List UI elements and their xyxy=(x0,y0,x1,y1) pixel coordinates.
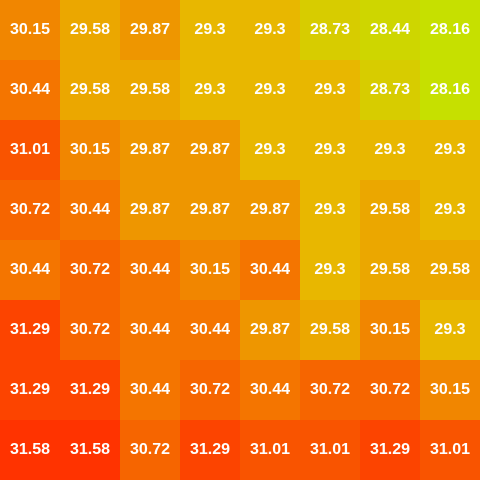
heatmap-cell: 29.58 xyxy=(60,60,120,120)
heatmap-cell: 30.72 xyxy=(360,360,420,420)
heatmap-cell: 30.15 xyxy=(60,120,120,180)
heatmap-cell: 31.01 xyxy=(240,420,300,480)
heatmap-cell: 30.44 xyxy=(0,60,60,120)
heatmap-cell: 29.3 xyxy=(240,0,300,60)
heatmap-cell: 29.58 xyxy=(300,300,360,360)
heatmap-cell: 31.29 xyxy=(360,420,420,480)
heatmap-cell: 29.3 xyxy=(240,120,300,180)
heatmap-cell: 29.87 xyxy=(240,300,300,360)
heatmap-cell: 30.44 xyxy=(120,300,180,360)
heatmap-cell: 29.58 xyxy=(360,240,420,300)
heatmap-cell: 30.44 xyxy=(0,240,60,300)
heatmap-cell: 30.44 xyxy=(60,180,120,240)
heatmap-cell: 28.44 xyxy=(360,0,420,60)
heatmap-cell: 30.15 xyxy=(0,0,60,60)
heatmap-cell: 29.87 xyxy=(240,180,300,240)
heatmap-cell: 30.44 xyxy=(180,300,240,360)
heatmap-cell: 29.3 xyxy=(300,180,360,240)
heatmap-cell: 29.3 xyxy=(180,0,240,60)
heatmap-cell: 30.44 xyxy=(240,240,300,300)
heatmap-cell: 29.3 xyxy=(180,60,240,120)
heatmap-cell: 31.29 xyxy=(0,300,60,360)
heatmap-cell: 28.73 xyxy=(360,60,420,120)
heatmap-cell: 30.15 xyxy=(420,360,480,420)
heatmap-cell: 30.15 xyxy=(180,240,240,300)
heatmap-cell: 29.58 xyxy=(60,0,120,60)
heatmap-cell: 31.58 xyxy=(0,420,60,480)
heatmap-cell: 29.3 xyxy=(420,300,480,360)
heatmap-cell: 29.58 xyxy=(120,60,180,120)
heatmap-cell: 31.58 xyxy=(60,420,120,480)
heatmap-cell: 30.44 xyxy=(120,240,180,300)
heatmap-cell: 30.15 xyxy=(360,300,420,360)
heatmap-cell: 29.3 xyxy=(240,60,300,120)
heatmap-cell: 28.16 xyxy=(420,0,480,60)
heatmap-cell: 28.16 xyxy=(420,60,480,120)
heatmap-cell: 30.72 xyxy=(60,300,120,360)
heatmap-cell: 30.72 xyxy=(60,240,120,300)
heatmap-cell: 29.87 xyxy=(120,180,180,240)
heatmap-cell: 29.87 xyxy=(180,180,240,240)
heatmap-cell: 29.3 xyxy=(300,120,360,180)
heatmap-cell: 30.44 xyxy=(120,360,180,420)
heatmap-cell: 29.3 xyxy=(300,60,360,120)
heatmap-cell: 31.29 xyxy=(180,420,240,480)
heatmap-cell: 29.58 xyxy=(420,240,480,300)
heatmap-cell: 30.72 xyxy=(180,360,240,420)
heatmap-cell: 30.72 xyxy=(0,180,60,240)
heatmap-cell: 29.87 xyxy=(120,120,180,180)
heatmap-cell: 31.01 xyxy=(420,420,480,480)
heatmap-cell: 29.87 xyxy=(120,0,180,60)
heatmap-cell: 29.3 xyxy=(300,240,360,300)
heatmap-cell: 31.29 xyxy=(0,360,60,420)
heatmap-cell: 29.87 xyxy=(180,120,240,180)
heatmap-cell: 29.3 xyxy=(420,120,480,180)
heatmap-cell: 31.01 xyxy=(300,420,360,480)
heatmap-cell: 29.3 xyxy=(360,120,420,180)
heatmap-cell: 30.72 xyxy=(120,420,180,480)
heatmap-cell: 29.3 xyxy=(420,180,480,240)
heatmap-cell: 31.29 xyxy=(60,360,120,420)
heatmap-cell: 29.58 xyxy=(360,180,420,240)
heatmap-cell: 30.72 xyxy=(300,360,360,420)
heatmap-cell: 30.44 xyxy=(240,360,300,420)
heatmap-cell: 28.73 xyxy=(300,0,360,60)
heatmap-cell: 31.01 xyxy=(0,120,60,180)
